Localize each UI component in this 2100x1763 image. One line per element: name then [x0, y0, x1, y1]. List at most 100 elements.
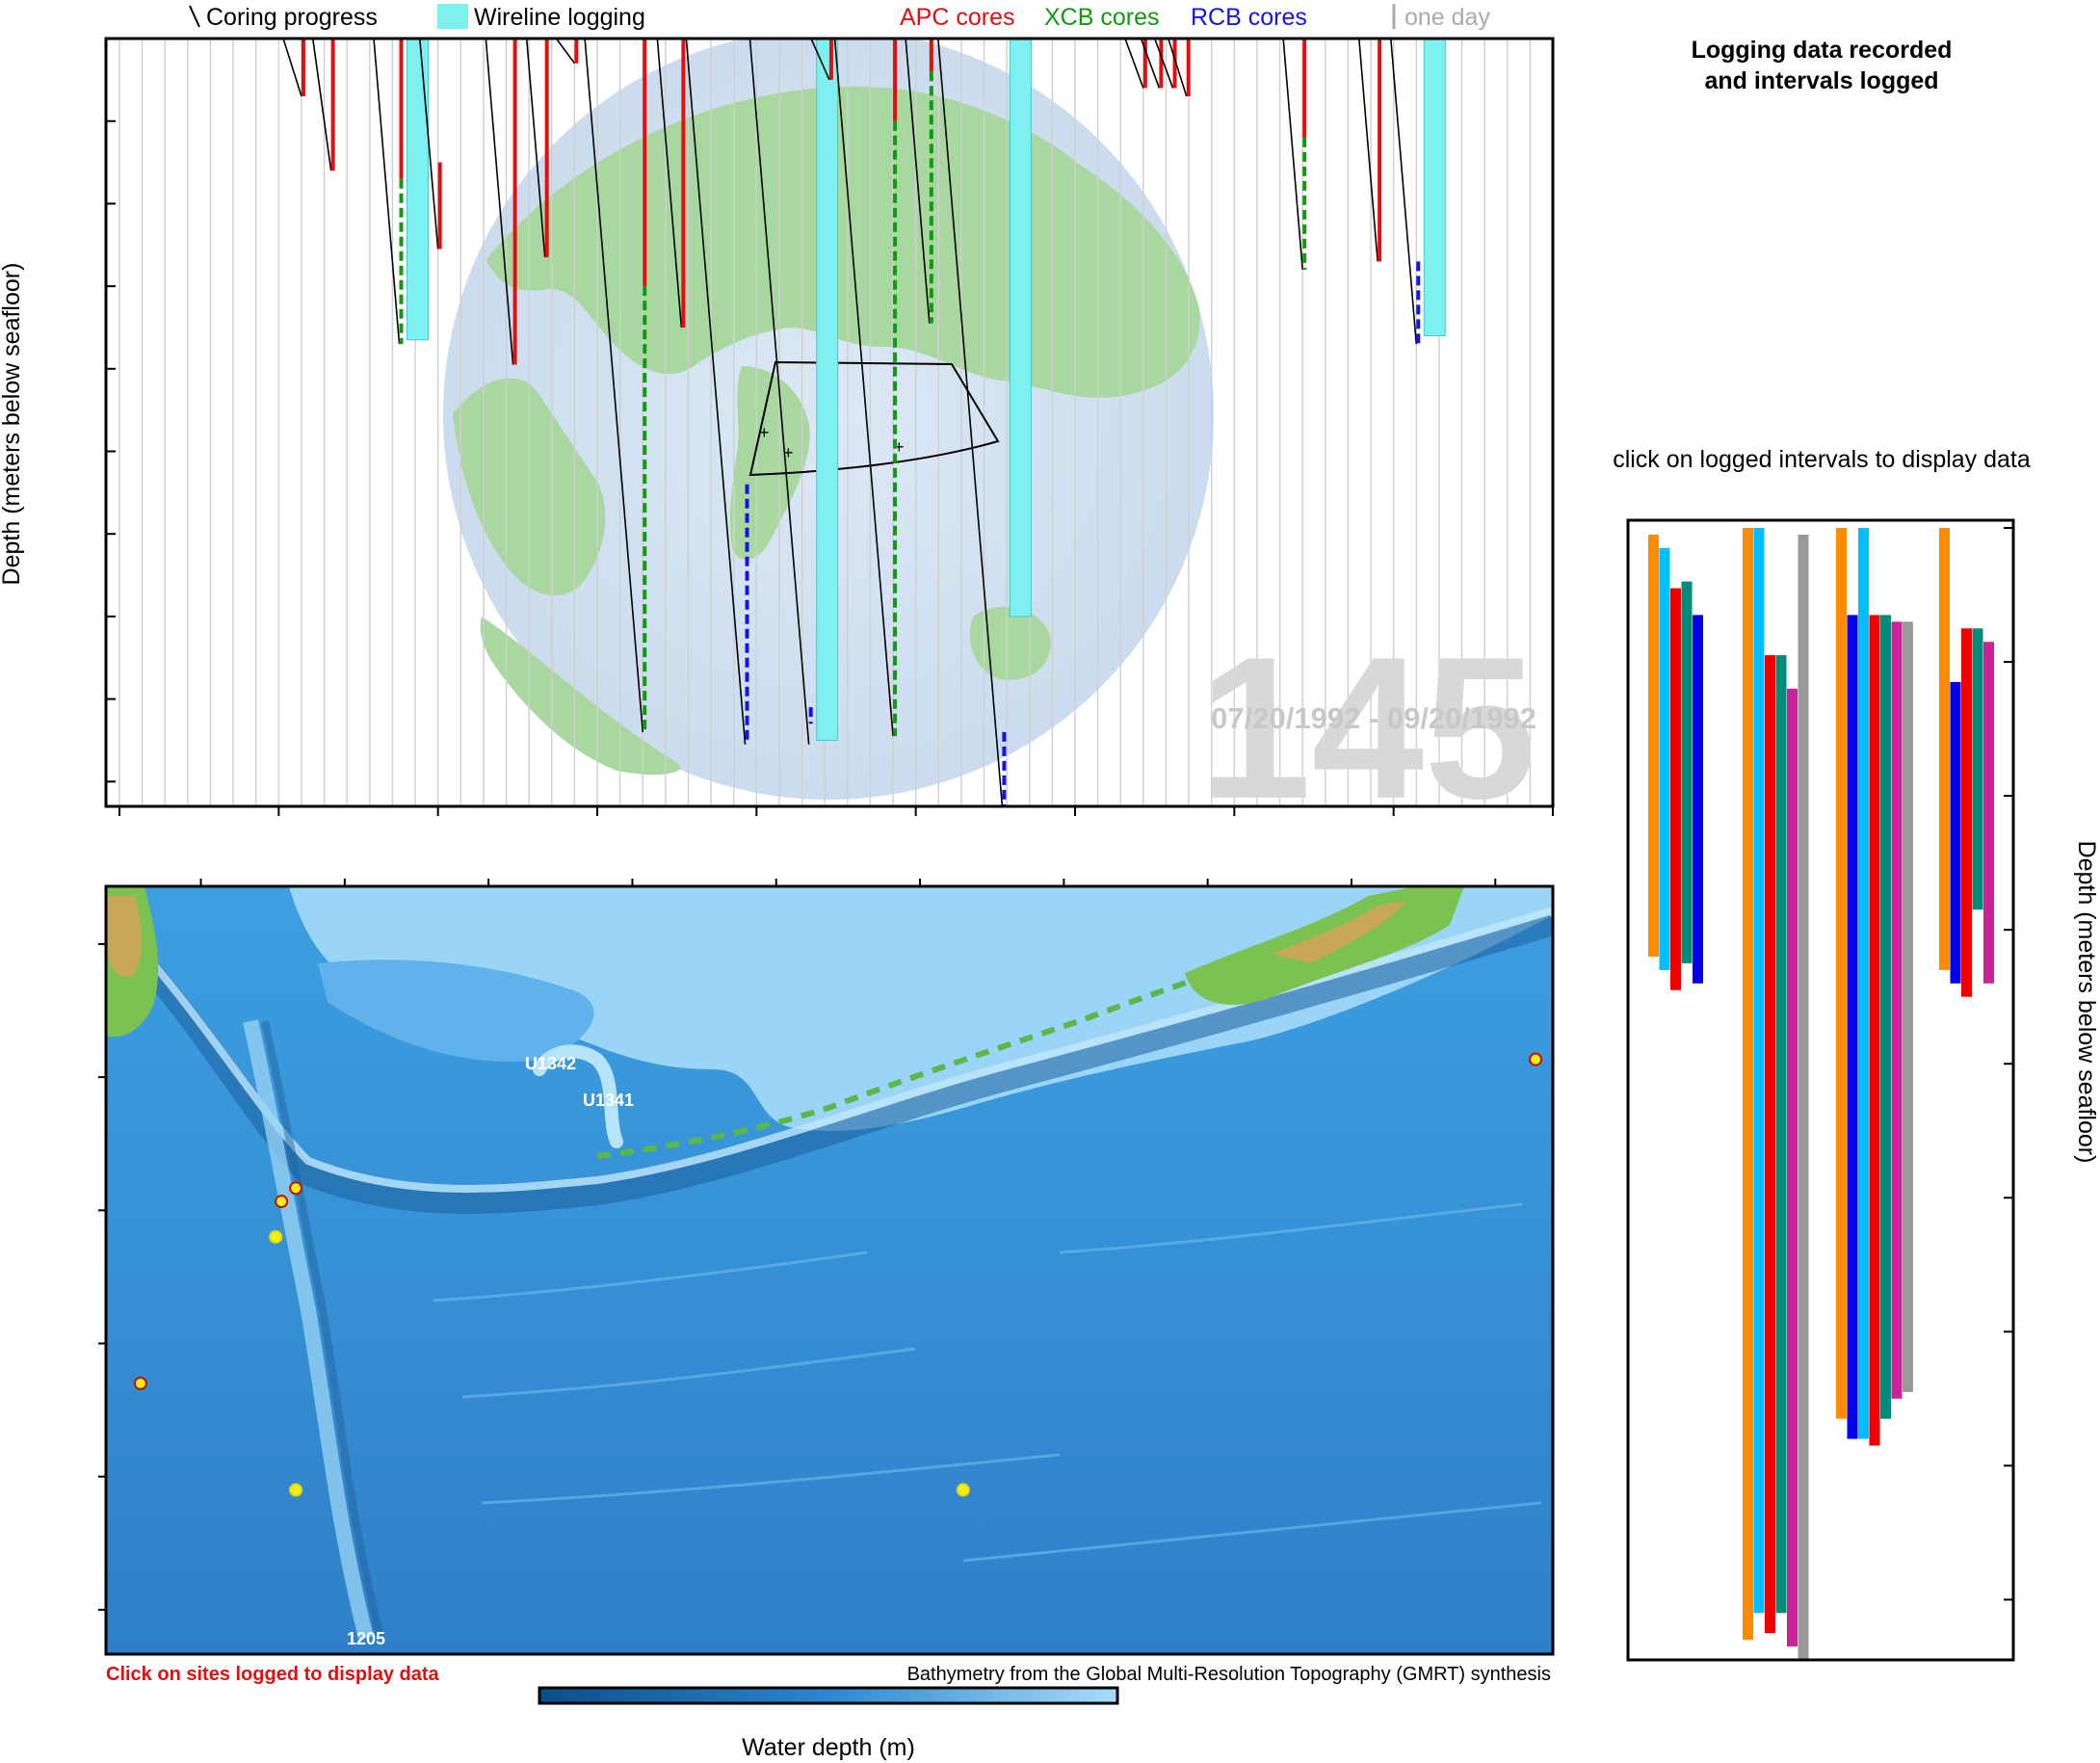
logged-interval-bar[interactable]: [1798, 534, 1809, 1660]
globe-marker: +: [759, 423, 770, 442]
coring-trace: [1390, 39, 1418, 345]
coring-trace: [311, 39, 332, 171]
coring-trace: [748, 39, 810, 745]
site-region-outline: [748, 360, 1000, 477]
coring-trace: [1140, 39, 1161, 89]
coring-trace: [656, 39, 683, 329]
hole-885a: [1124, 39, 1147, 89]
hole-886b: [1153, 39, 1177, 89]
logged-intervals-axis: [2004, 527, 2013, 1601]
logged-interval-bar[interactable]: [1775, 655, 1787, 1614]
logged-interval-bar[interactable]: [1903, 621, 1913, 1392]
site-marker: [956, 1483, 970, 1497]
logged-interval-bar[interactable]: [1858, 528, 1869, 1439]
logging-click-note: click on logged intervals to display dat…: [1613, 446, 2031, 473]
map-click-note: Click on sites logged to display data: [106, 1664, 440, 1685]
bering-shelf: [289, 886, 1553, 1131]
site-883[interactable]: [275, 1195, 289, 1209]
one-day-legend-label: one day: [1404, 4, 1490, 31]
rcb-legend-label: RCB cores: [1191, 4, 1307, 31]
hole-881c: [373, 39, 430, 345]
logged-interval-bar[interactable]: [1836, 528, 1847, 1419]
site-marker: [275, 1195, 289, 1209]
hole-886c: [1168, 39, 1191, 97]
colorbar-gradient: [538, 1686, 1119, 1705]
site-885: [289, 1483, 303, 1497]
logging-title-line1: Logging data recorded: [1692, 37, 1953, 64]
hole-881a: [282, 39, 305, 97]
wireline-log-bar: [816, 39, 839, 741]
map-axes: [98, 879, 1497, 1611]
aleutian-ridge: [141, 907, 1553, 1193]
apc-legend-label: APC cores: [900, 4, 1014, 31]
bathymetry-credit: Bathymetry from the Global Multi-Resolut…: [907, 1664, 1551, 1685]
logged-interval-bar[interactable]: [1765, 655, 1775, 1634]
logging-title-line2: and intervals logged: [1704, 67, 1938, 94]
coring-trace: [1168, 39, 1188, 97]
coring-trace: [485, 39, 514, 365]
site-map: U1342 U1341 1205 Click on sites logged t…: [98, 879, 1555, 1761]
coring-trace: [1153, 39, 1174, 89]
site-887[interactable]: [1529, 1052, 1543, 1066]
logged-interval-bar[interactable]: [1939, 528, 1950, 970]
logged-interval-bar[interactable]: [1972, 628, 1983, 910]
logged-interval-bar[interactable]: [1961, 628, 1972, 997]
hole-column-883f: [1743, 528, 1809, 1660]
coring-trace: [373, 39, 401, 345]
hole-881b: [311, 39, 335, 171]
logged-interval-bar[interactable]: [1693, 615, 1703, 984]
wireline-legend-swatch: [437, 4, 468, 29]
leg-number-watermark: 145: [1199, 615, 1536, 841]
hole-883b: [584, 39, 647, 732]
logged-interval-bar[interactable]: [1670, 588, 1681, 990]
coring-trace: [937, 39, 1004, 806]
hole-884a: [810, 39, 833, 81]
coring-trace: [1282, 39, 1303, 271]
coring-trace: [905, 39, 931, 324]
hole-882b: [525, 39, 549, 258]
coring-trace: [810, 39, 830, 81]
logged-interval-bar[interactable]: [1681, 581, 1693, 963]
globe-marker: +: [783, 443, 794, 462]
hole-column-881c: [1648, 534, 1703, 990]
emperor-seamounts: [243, 1019, 374, 1640]
site-881[interactable]: [133, 1376, 147, 1390]
coring-trace: [685, 39, 747, 745]
site-marker: [289, 1181, 303, 1196]
logged-intervals-chart: Depth (meters below seafloor): [1626, 518, 2100, 1662]
site-label-u1342: U1342: [525, 1054, 576, 1073]
coring-timeline: Coring progress Wireline logging APC cor…: [0, 4, 1555, 841]
hole-887a: [1282, 39, 1307, 271]
map-frame: [104, 884, 1555, 1656]
coring-trace: [282, 39, 302, 97]
globe-marker: +: [894, 437, 905, 457]
logged-interval-bar[interactable]: [1753, 528, 1765, 1614]
logged-interval-bar[interactable]: [1787, 688, 1798, 1647]
logged-interval-bar[interactable]: [1648, 534, 1659, 957]
logged-interval-bar[interactable]: [1880, 615, 1891, 1419]
logged-interval-bar[interactable]: [1891, 621, 1903, 1399]
timeline-y-axis-label: Depth (meters below seafloor): [0, 263, 25, 586]
logged-intervals-y-label: Depth (meters below seafloor): [2073, 841, 2100, 1164]
alaska-highlands: [1272, 901, 1406, 963]
logged-interval-bar[interactable]: [1847, 615, 1858, 1439]
coring-legend-label: Coring progress: [206, 4, 378, 31]
colorbar-label: Water depth (m): [742, 1734, 915, 1761]
logged-interval-bar[interactable]: [1743, 528, 1753, 1641]
hole-886a: [1140, 39, 1164, 89]
hole-882a: [485, 39, 517, 365]
logged-interval-bar[interactable]: [1869, 615, 1880, 1446]
bering-abyss: [318, 960, 594, 1062]
logged-interval-bar[interactable]: [1950, 681, 1961, 984]
kamchatka-highlands: [108, 896, 142, 977]
wireline-log-bar: [407, 39, 430, 341]
seafloor-fabric: [433, 1202, 1542, 1563]
logged-interval-bar[interactable]: [1659, 547, 1670, 970]
hole-884e: [937, 39, 1032, 806]
coring-trace: [584, 39, 644, 732]
site-884[interactable]: [289, 1181, 303, 1196]
coring-trace: [1358, 39, 1378, 262]
hole-column-884e: [1836, 528, 1913, 1446]
logged-interval-bar[interactable]: [1983, 642, 1994, 984]
